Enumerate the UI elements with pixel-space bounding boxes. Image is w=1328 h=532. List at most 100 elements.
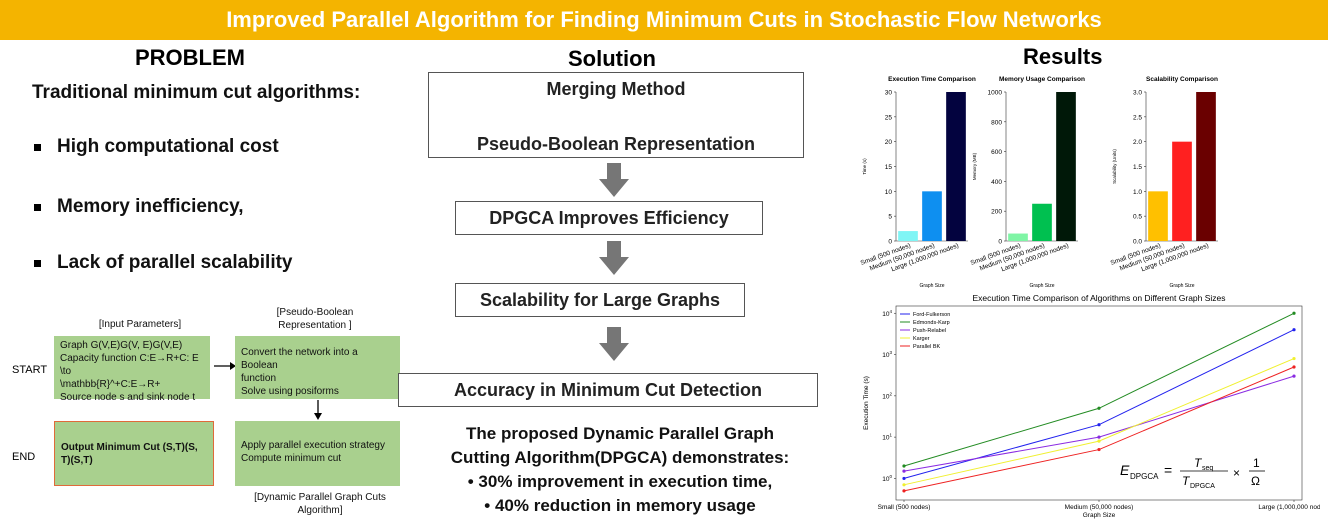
bar	[946, 92, 966, 241]
convert-line: Convert the network into a Boolean	[241, 347, 358, 371]
bullet-text: High computational cost	[57, 136, 279, 157]
series-point	[1292, 328, 1296, 332]
formula-num: T	[1194, 456, 1203, 470]
x-axis-label: Graph Size	[1029, 283, 1054, 289]
y-tick-label: 800	[991, 119, 1002, 126]
y-tick-label: 2.5	[1133, 114, 1142, 121]
legend-label: Karger	[913, 336, 930, 342]
y-axis-label: Scalability (Units)	[1112, 149, 1117, 184]
series-point	[1292, 374, 1296, 378]
pseudo-boolean-label-line-2: Representation ]	[278, 320, 352, 331]
y-tick-label: 400	[991, 179, 1002, 186]
bar	[922, 191, 942, 241]
y-tick-label: 102	[882, 391, 892, 400]
y-axis-label: Memory (MB)	[972, 152, 977, 180]
input-line: Graph G(V,E)G(V, E)G(V,E)	[60, 340, 183, 351]
parallel-execution-box: Apply parallel execution strategy Comput…	[235, 421, 400, 486]
pseudo-boolean-text: Pseudo-Boolean Representation	[476, 134, 756, 154]
output-minimum-cut-box: Output Minimum Cut (S,T)(S, T)(S,T)	[54, 421, 214, 486]
x-tick-label: Medium (50,000 nodes)	[1065, 504, 1134, 511]
title-banner: Improved Parallel Algorithm for Finding …	[0, 0, 1328, 40]
convert-line: function	[241, 373, 277, 384]
right-arrow-icon	[214, 362, 236, 370]
scalability-box: Scalability for Large Graphs	[455, 283, 745, 317]
y-tick-label: 0.0	[1133, 239, 1142, 246]
legend-label: Parallel BK	[913, 344, 941, 350]
bullet-square-icon	[34, 203, 41, 211]
y-tick-label: 0	[998, 239, 1002, 246]
series-point	[902, 476, 906, 481]
bullet-text: Memory inefficiency,	[57, 196, 244, 217]
summary-line: Cutting Algorithm(DPGCA) demonstrates:	[450, 448, 790, 467]
down-arrow-icon	[599, 241, 629, 275]
formula-lhs-sub: DPGCA	[1130, 472, 1159, 481]
bar	[1196, 92, 1216, 241]
chart-title: Scalability Comparison	[1146, 76, 1218, 83]
bullet-square-icon	[34, 143, 41, 151]
series-point	[902, 464, 906, 468]
series-point	[902, 483, 906, 487]
formula-num-sub: seq	[1202, 465, 1213, 472]
problem-bullet-3: Lack of parallel scalability	[34, 252, 293, 274]
algorithm-line-chart: Execution Time Comparison of Algorithms …	[863, 293, 1320, 519]
y-tick-label: 1000	[988, 90, 1003, 97]
series-point	[1097, 423, 1101, 427]
pseudo-boolean-label-line-1: [Pseudo-Boolean	[276, 307, 354, 318]
problem-bullet-2: Memory inefficiency,	[34, 196, 244, 218]
banner-title: Improved Parallel Algorithm for Finding …	[226, 7, 1102, 32]
merging-method-box: Merging Method Pseudo-Boolean Representa…	[428, 72, 804, 158]
bullet-square-icon	[34, 259, 41, 267]
down-arrow-icon	[314, 400, 322, 420]
y-tick-label: 600	[991, 149, 1002, 156]
bar	[1008, 233, 1028, 241]
start-label: START	[12, 364, 48, 376]
input-line: \mathbb{R}^+C:E→R+	[60, 379, 161, 390]
y-tick-label: 20	[885, 139, 893, 146]
formula-omega: Ω	[1251, 474, 1260, 488]
parallel-line: Compute minimum cut	[241, 453, 342, 464]
y-tick-label: 1.5	[1133, 164, 1142, 171]
accuracy-box: Accuracy in Minimum Cut Detection	[398, 373, 818, 407]
chart-title: Memory Usage Comparison	[999, 76, 1085, 83]
series-line	[903, 329, 1295, 479]
legend-label: Push-Relabel	[913, 328, 946, 334]
bar	[1032, 203, 1052, 241]
legend-label: Edmonds-Karp	[913, 320, 950, 326]
input-line: Source node s and sink node t	[60, 392, 196, 403]
line-chart: Execution Time Comparison of Algorithms …	[863, 293, 1320, 519]
legend-label: Ford-Fulkerson	[913, 312, 950, 318]
x-tick-label: Large (1,000,000 nodes)	[1258, 504, 1320, 511]
input-line: Capacity function C:E→R+C: E \to	[60, 353, 199, 377]
series-point	[1292, 356, 1296, 361]
y-tick-label: 103	[882, 350, 892, 359]
convert-line: Solve using posiforms	[241, 386, 339, 397]
solution-heading: Solution	[568, 46, 656, 71]
pseudo-boolean-label: [Pseudo-Boolean Representation ]	[240, 306, 390, 332]
dpgca-label: [Dynamic Parallel Graph Cuts Algorithm]	[240, 491, 400, 517]
y-tick-label: 2.0	[1133, 139, 1142, 146]
bar	[1148, 191, 1168, 241]
y-tick-label: 30	[885, 90, 893, 97]
y-tick-label: 15	[885, 164, 893, 171]
dpgca-label-line-1: [Dynamic Parallel Graph Cuts	[254, 492, 386, 503]
series-point	[1097, 406, 1101, 410]
y-tick-label: 101	[882, 433, 892, 442]
bar	[1056, 92, 1076, 241]
chart-title: Execution Time Comparison of Algorithms …	[972, 293, 1225, 303]
y-tick-label: 200	[991, 209, 1002, 216]
bar-chart-1: Execution Time Comparison 0 5 10 15 20 25 30 Tim…	[860, 76, 976, 289]
convert-boolean-box: Convert the network into a Boolean funct…	[235, 336, 400, 399]
formula-den-sub: DPGCA	[1190, 483, 1215, 490]
series-point	[902, 469, 906, 473]
series-point	[1292, 365, 1296, 369]
output-text: Output Minimum Cut (S,T)(S, T)(S,T)	[61, 441, 198, 466]
summary-line: • 30% improvement in execution time,	[467, 472, 773, 491]
bar-charts: Execution Time Comparison 0 5 10 15 20 25 30 Tim…	[860, 76, 1218, 289]
summary-line: • 40% reduction in memory usage	[484, 496, 756, 515]
x-axis-label: Graph Size	[1169, 283, 1194, 289]
bar	[898, 231, 918, 241]
y-tick-label: 3.0	[1133, 90, 1142, 97]
bar-chart-2: Memory Usage Comparison 0 200 400 600 800 1000…	[970, 76, 1085, 289]
dpgca-label-line-2: Algorithm]	[297, 505, 343, 516]
